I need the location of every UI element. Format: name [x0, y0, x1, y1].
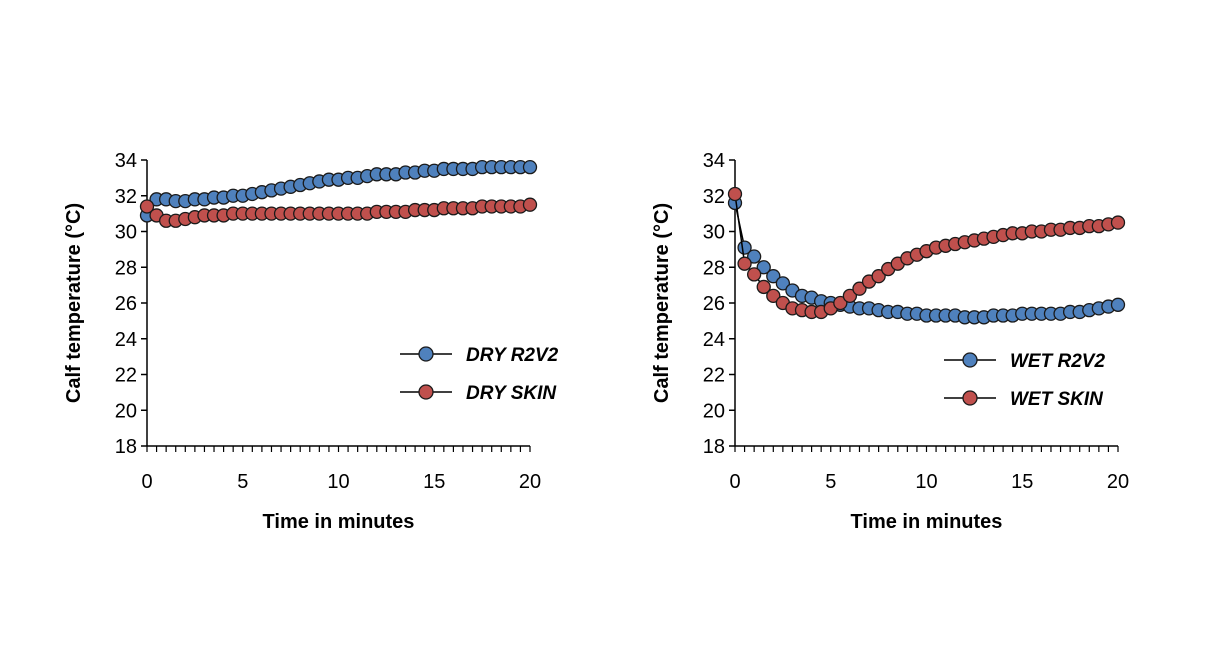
y-tick-label: 22: [115, 365, 137, 387]
data-point: [1110, 215, 1126, 230]
series-line: [734, 202, 1119, 319]
x-axis-title: Time in minutes: [263, 511, 415, 533]
legend-marker: [962, 352, 978, 368]
data-point: [727, 186, 743, 202]
y-axis-title: Calf temperature (°C): [63, 203, 85, 403]
x-tick-label: 5: [237, 471, 248, 493]
legend-marker: [418, 384, 434, 400]
data-point: [1110, 297, 1126, 312]
x-tick-label: 0: [729, 471, 740, 493]
data-point: [522, 159, 538, 175]
data-point: [747, 249, 762, 264]
data-point: [842, 288, 858, 304]
data-point: [747, 267, 762, 282]
x-tick-label: 20: [519, 471, 541, 493]
chart-1: 18 20 22 24 26 28 30 32 34 0 5 10 15 20 Time in minute…: [63, 150, 559, 533]
y-tick-label: 26: [115, 293, 137, 315]
legend-entry: WET SKIN: [944, 389, 1104, 410]
data-point: [756, 279, 771, 295]
legend-entry: WET R2V2: [944, 351, 1105, 372]
x-tick-label: 20: [1107, 471, 1129, 493]
data-point: [871, 269, 886, 284]
legend-entry: DRY R2V2: [400, 345, 559, 366]
y-tick-label: 24: [703, 329, 725, 351]
y-tick-label: 24: [115, 329, 137, 351]
y-tick-label: 32: [703, 186, 725, 208]
data-point: [833, 295, 848, 311]
series-wet-r2v2: [727, 195, 1126, 325]
series-dry-skin: [139, 197, 538, 228]
y-tick-label: 28: [703, 257, 725, 279]
y-tick-label: 20: [703, 400, 725, 422]
y-tick-label: 26: [703, 293, 725, 315]
y-tick-label: 20: [115, 400, 137, 422]
data-point: [852, 281, 867, 296]
chart-2: 18 20 22 24 26 28 30 32 34 0 5 10 15 20 Time in minute…: [651, 150, 1129, 533]
y-tick-label: 18: [703, 436, 725, 458]
series-dry-r2v2: [139, 159, 538, 223]
data-point: [766, 269, 781, 284]
y-tick-label: 32: [115, 186, 137, 208]
data-point: [756, 260, 771, 275]
x-tick-label: 10: [327, 471, 349, 493]
y-tick-label: 30: [115, 222, 137, 244]
data-point: [775, 276, 791, 291]
x-tick-label: 0: [141, 471, 152, 493]
data-point: [139, 199, 155, 214]
y-tick-label: 22: [703, 365, 725, 387]
y-axis-title: Calf temperature (°C): [651, 203, 673, 403]
y-tick-label: 34: [115, 150, 137, 172]
x-tick-label: 15: [1011, 471, 1033, 493]
x-tick-label: 10: [915, 471, 937, 493]
data-point: [737, 256, 752, 271]
legend-marker: [962, 390, 978, 406]
x-tick-label: 5: [825, 471, 836, 493]
series-wet-skin: [727, 186, 1126, 320]
legend-label: DRY R2V2: [466, 345, 559, 366]
y-tick-label: 18: [115, 436, 137, 458]
legend-entry: DRY SKIN: [400, 383, 557, 404]
y-tick-label: 34: [703, 150, 725, 172]
x-axis-title: Time in minutes: [851, 511, 1003, 533]
x-tick-label: 15: [423, 471, 445, 493]
legend-label: WET R2V2: [1010, 351, 1105, 372]
legend-marker: [418, 346, 434, 362]
data-point: [766, 288, 781, 304]
legend-label: DRY SKIN: [466, 383, 557, 404]
legend-label: WET SKIN: [1010, 389, 1104, 410]
y-tick-label: 30: [703, 222, 725, 244]
y-tick-label: 28: [115, 257, 137, 279]
data-point: [522, 197, 538, 212]
